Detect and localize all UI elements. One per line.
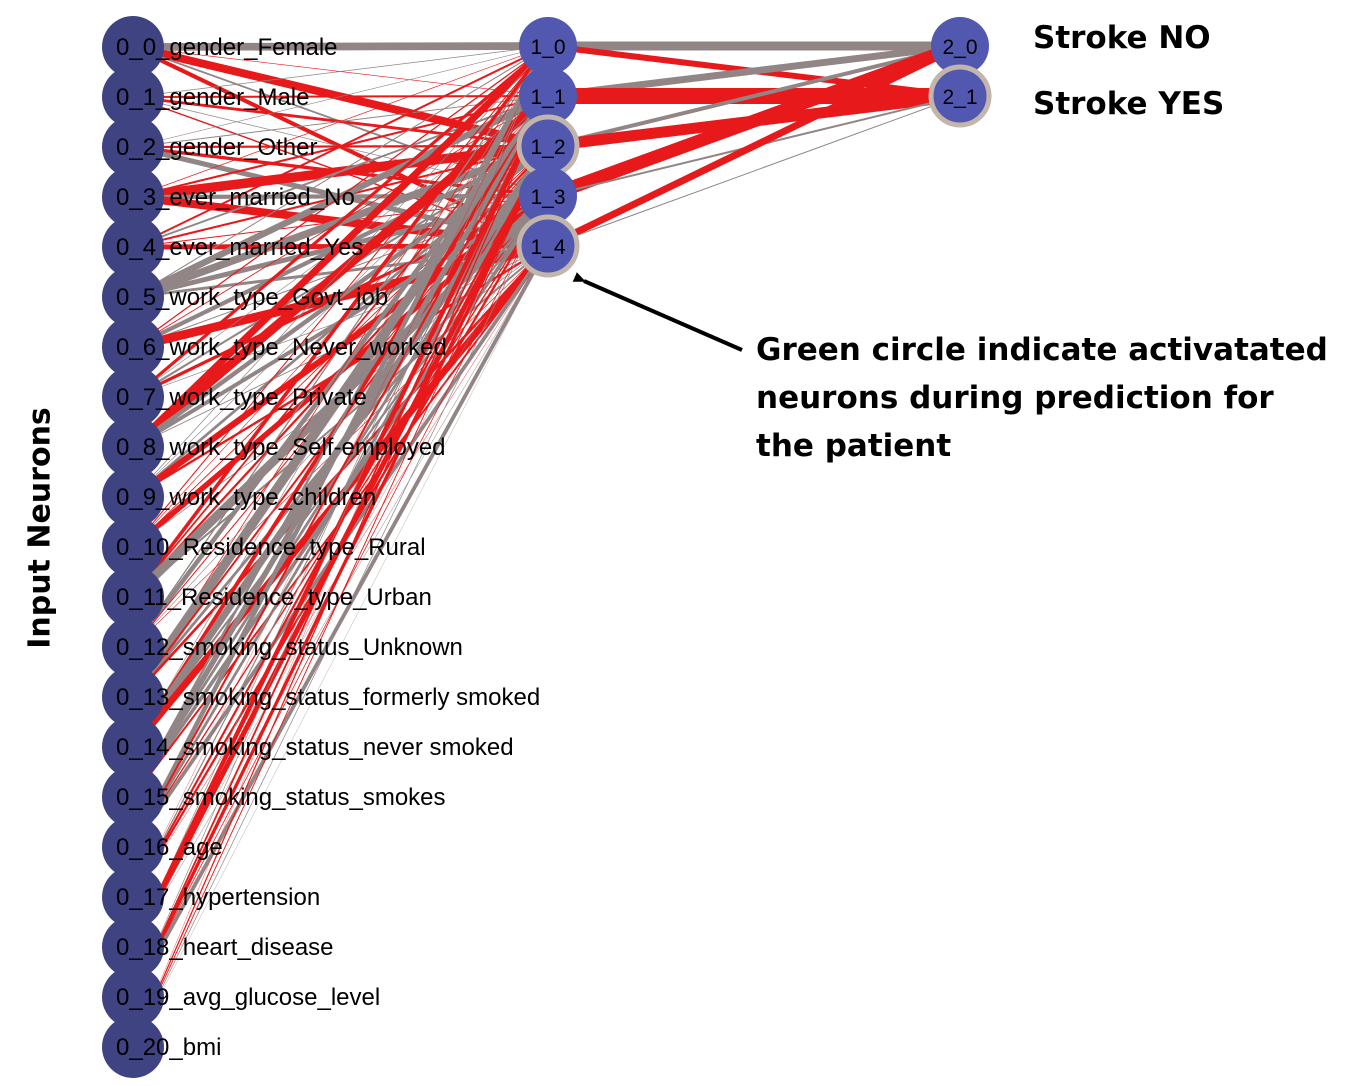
input-node-1 — [102, 66, 164, 128]
output-node-2_0 — [931, 17, 989, 75]
input-node-14 — [102, 716, 164, 778]
input-label-20: 0_20_bmi — [116, 1034, 221, 1061]
input-label-12: 0_12_smoking_status_Unknown — [116, 634, 463, 661]
annotation-arrow — [584, 281, 743, 352]
edge-20-3 — [132, 195, 549, 1048]
input-label-11: 0_11_Residence_type_Urban — [116, 584, 432, 611]
input-label-16: 0_16_age — [116, 834, 223, 861]
edge-h4-o0 — [544, 42, 964, 250]
hidden-label-1_2: 1_2 — [530, 136, 565, 159]
edge-11-0 — [131, 44, 550, 599]
edge-18-0 — [132, 45, 549, 948]
axis-title-input-neurons: Input Neurons — [22, 407, 58, 649]
edge-10-0 — [132, 45, 549, 548]
input-label-6: 0_6_work_type_Never_worked — [116, 334, 447, 361]
input-node-19 — [102, 966, 164, 1028]
edge-h3-o0 — [541, 39, 967, 203]
hidden-layer: 1_0 1_1 1_2 1_3 1_4 — [516, 17, 580, 278]
annotation-text: Green circle indicate activatated neuron… — [756, 332, 1328, 464]
edge-12-0 — [132, 45, 549, 648]
input-label-14: 0_14_smoking_status_never smoked — [116, 734, 514, 761]
input-label-5: 0_5_work_type_Govt_job — [116, 284, 388, 311]
output-class-label-2_1: Stroke YES — [1033, 86, 1225, 122]
input-label-7: 0_7_work_type_Private — [116, 384, 367, 411]
edges-hidden-output — [540, 39, 968, 250]
edge-6-0 — [132, 45, 549, 348]
input-node-15 — [102, 766, 164, 828]
hidden-node-1_1 — [519, 67, 577, 125]
edge-2-0 — [132, 45, 549, 148]
input-node-12 — [102, 616, 164, 678]
edge-0-0 — [129, 42, 552, 51]
output-label-2_1: 2_1 — [942, 86, 977, 109]
edge-4-0 — [132, 45, 549, 248]
edge-h1-o0 — [544, 42, 964, 100]
edge-15-0 — [131, 44, 550, 799]
hidden-label-1_0: 1_0 — [530, 36, 565, 59]
edge-5-0 — [132, 45, 549, 298]
edge-9-0 — [132, 45, 549, 498]
input-node-0 — [102, 16, 164, 78]
hidden-node-1_3 — [519, 167, 577, 225]
edge-20-4 — [132, 245, 549, 1048]
input-label-8: 0_8_work_type_Self-employed — [116, 434, 446, 461]
edges-input-hidden — [128, 42, 553, 1048]
edge-16-0 — [130, 43, 551, 850]
edge-h4-o1 — [547, 95, 961, 247]
output-node-2_1 — [928, 64, 992, 128]
edge-8-0 — [129, 42, 552, 451]
input-label-0: 0_0_gender_Female — [116, 34, 338, 61]
edge-13-0 — [132, 45, 549, 698]
input-node-11 — [102, 566, 164, 628]
output-label-2_0: 2_0 — [942, 36, 977, 59]
edge-3-0 — [132, 45, 549, 198]
edge-h2-o0 — [546, 44, 962, 148]
input-node-8 — [102, 416, 164, 478]
edge-14-0 — [132, 45, 549, 748]
input-label-18: 0_18_heart_disease — [116, 934, 334, 961]
edge-1-0 — [132, 45, 549, 98]
input-node-5 — [102, 266, 164, 328]
input-label-13: 0_13_smoking_status_formerly smoked — [116, 684, 540, 711]
input-label-10: 0_10_Residence_type_Rural — [116, 534, 426, 561]
input-label-17: 0_17_hypertension — [116, 884, 320, 911]
input-node-6 — [102, 316, 164, 378]
input-node-9 — [102, 466, 164, 528]
edge-17-0 — [132, 45, 549, 898]
input-node-4 — [102, 216, 164, 278]
input-label-15: 0_15_smoking_status_smokes — [116, 784, 446, 811]
input-node-17 — [102, 866, 164, 928]
input-layer — [102, 16, 164, 1078]
edge-20-2 — [132, 145, 549, 1048]
edge-7-0 — [131, 44, 550, 399]
edge-20-0 — [132, 45, 549, 1048]
hidden-node-1_4 — [516, 214, 580, 278]
input-node-20 — [102, 1016, 164, 1078]
input-node-13 — [102, 666, 164, 728]
hidden-node-1_0 — [519, 17, 577, 75]
edge-19-0 — [132, 45, 549, 998]
input-node-10 — [102, 516, 164, 578]
input-label-2: 0_2_gender_Other — [116, 134, 318, 161]
input-node-18 — [102, 916, 164, 978]
input-node-7 — [102, 366, 164, 428]
edge-20-1 — [132, 95, 549, 1048]
output-class-label-2_0: Stroke NO — [1033, 20, 1211, 56]
input-node-16 — [102, 816, 164, 878]
hidden-label-1_4: 1_4 — [530, 236, 565, 259]
input-label-19: 0_19_avg_glucose_level — [116, 984, 380, 1011]
input-label-3: 0_3_ever_married_No — [116, 184, 355, 211]
hidden-label-1_3: 1_3 — [530, 186, 565, 209]
input-label-1: 0_1_gender_Male — [116, 84, 310, 111]
input-label-4: 0_4_ever_married_Yes — [116, 234, 363, 261]
hidden-label-1_1: 1_1 — [530, 86, 565, 109]
input-node-3 — [102, 166, 164, 228]
input-label-9: 0_9_work_type_children — [116, 484, 376, 511]
input-node-2 — [102, 116, 164, 178]
output-layer: 2_0 2_1 — [928, 17, 992, 128]
